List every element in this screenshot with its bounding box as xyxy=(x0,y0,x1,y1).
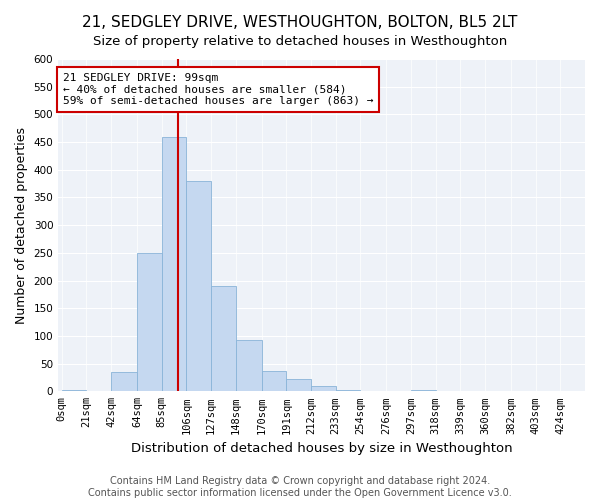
Bar xyxy=(111,372,137,392)
Bar xyxy=(286,379,311,392)
Bar xyxy=(161,136,187,392)
Bar xyxy=(211,286,236,392)
Bar xyxy=(411,390,436,392)
Bar xyxy=(335,390,361,392)
Text: Contains HM Land Registry data © Crown copyright and database right 2024.
Contai: Contains HM Land Registry data © Crown c… xyxy=(88,476,512,498)
Text: Size of property relative to detached houses in Westhoughton: Size of property relative to detached ho… xyxy=(93,35,507,48)
Y-axis label: Number of detached properties: Number of detached properties xyxy=(15,126,28,324)
X-axis label: Distribution of detached houses by size in Westhoughton: Distribution of detached houses by size … xyxy=(131,442,512,455)
Bar xyxy=(187,181,211,392)
Bar xyxy=(361,391,386,392)
Bar xyxy=(262,371,286,392)
Bar xyxy=(62,390,86,392)
Bar xyxy=(236,340,262,392)
Text: 21, SEDGLEY DRIVE, WESTHOUGHTON, BOLTON, BL5 2LT: 21, SEDGLEY DRIVE, WESTHOUGHTON, BOLTON,… xyxy=(82,15,518,30)
Bar xyxy=(311,386,335,392)
Bar xyxy=(137,253,161,392)
Text: 21 SEDGLEY DRIVE: 99sqm
← 40% of detached houses are smaller (584)
59% of semi-d: 21 SEDGLEY DRIVE: 99sqm ← 40% of detache… xyxy=(63,73,373,106)
